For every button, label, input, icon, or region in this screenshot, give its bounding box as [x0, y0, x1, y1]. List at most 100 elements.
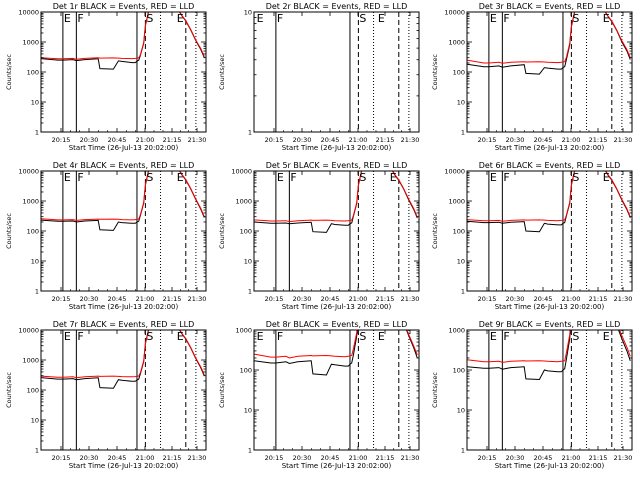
y-tick-label: 1000 — [22, 357, 39, 365]
y-axis-label: Counts/sec — [218, 54, 226, 90]
marker-label: F — [503, 171, 509, 184]
marker-label: S — [572, 330, 579, 343]
marker-label: E — [64, 171, 71, 184]
marker-label: E — [64, 330, 71, 343]
plot-frame — [466, 11, 633, 133]
x-tick-label: 21:00 — [349, 454, 368, 462]
x-tick-label: 20:45 — [108, 295, 127, 303]
x-tick-label: 20:30 — [506, 454, 525, 462]
plot-frame — [253, 329, 420, 451]
x-tick-label: 20:45 — [321, 136, 340, 144]
y-tick-label: 1000 — [22, 198, 39, 206]
x-tick-label: 21:15 — [376, 136, 395, 144]
plot-frame — [466, 329, 633, 451]
y-axis-label: Counts/sec — [218, 213, 226, 249]
panel-title: Det 7r BLACK = Events, RED = LLD — [53, 320, 195, 329]
x-tick-label: 21:00 — [562, 295, 581, 303]
y-tick-label: 10 — [31, 99, 39, 107]
y-tick-label: 1 — [35, 447, 39, 455]
x-tick-label: 20:15 — [52, 295, 71, 303]
y-axis-label: Counts/sec — [431, 213, 439, 249]
y-tick-label: 1000 — [448, 327, 465, 335]
y-tick-label: 10 — [31, 417, 39, 425]
events-series-line — [467, 330, 631, 381]
y-axis-label: Counts/sec — [5, 372, 13, 408]
y-tick-label: 10000 — [444, 168, 465, 176]
y-tick-label: 10000 — [18, 327, 39, 335]
x-tick-label: 20:15 — [478, 295, 497, 303]
marker-label: F — [77, 12, 83, 25]
y-tick-label: 1000 — [235, 327, 252, 335]
y-tick-label: 1000 — [448, 39, 465, 47]
y-tick-label: 1000 — [448, 198, 465, 206]
x-axis-label: Start Time (26-Jul-13 20:02:00) — [495, 462, 605, 470]
x-tick-label: 21:15 — [589, 454, 608, 462]
y-tick-label: 1 — [461, 288, 465, 296]
lld-series-line — [467, 12, 631, 64]
marker-label: S — [572, 12, 579, 25]
lld-series-line — [41, 12, 205, 60]
marker-label: E — [603, 330, 610, 343]
x-axis-label: Start Time (26-Jul-13 20:02:00) — [282, 462, 392, 470]
plot-frame — [253, 11, 420, 133]
x-tick-label: 21:15 — [163, 454, 182, 462]
marker-label: S — [146, 171, 153, 184]
marker-label: E — [378, 12, 385, 25]
y-tick-label: 10000 — [231, 168, 252, 176]
x-tick-label: 21:00 — [349, 136, 368, 144]
events-series-line — [254, 330, 418, 376]
x-tick-label: 21:15 — [589, 295, 608, 303]
x-axis-label: Start Time (26-Jul-13 20:02:00) — [282, 144, 392, 152]
x-tick-label: 21:30 — [614, 295, 633, 303]
marker-label: S — [359, 330, 366, 343]
panel-title: Det 6r BLACK = Events, RED = LLD — [479, 161, 621, 170]
lld-series-line — [41, 330, 205, 379]
panel-title: Det 8r BLACK = Events, RED = LLD — [266, 320, 408, 329]
marker-label: F — [77, 171, 83, 184]
x-tick-label: 20:30 — [80, 136, 99, 144]
x-tick-label: 21:15 — [163, 136, 182, 144]
y-axis-label: Counts/sec — [218, 372, 226, 408]
y-tick-label: 1 — [35, 288, 39, 296]
y-tick-label: 1 — [248, 447, 252, 455]
marker-label: S — [359, 12, 366, 25]
x-axis-label: Start Time (26-Jul-13 20:02:00) — [69, 144, 179, 152]
x-tick-label: 21:00 — [136, 295, 155, 303]
x-tick-label: 20:30 — [506, 295, 525, 303]
y-axis-label: Counts/sec — [431, 54, 439, 90]
x-tick-label: 21:30 — [188, 454, 207, 462]
panel-title: Det 4r BLACK = Events, RED = LLD — [53, 161, 195, 170]
y-tick-label: 10000 — [18, 168, 39, 176]
marker-label: S — [359, 171, 366, 184]
y-tick-label: 100 — [27, 228, 39, 236]
y-tick-label: 1 — [461, 447, 465, 455]
y-tick-label: 100 — [240, 367, 252, 375]
lld-series-line — [467, 330, 631, 363]
x-tick-label: 21:30 — [614, 136, 633, 144]
y-tick-label: 100 — [453, 367, 465, 375]
y-tick-label: 1 — [248, 288, 252, 296]
marker-label: E — [64, 12, 71, 25]
marker-label: E — [603, 171, 610, 184]
lld-series-line — [254, 330, 418, 359]
y-tick-label: 10000 — [18, 9, 39, 17]
x-tick-label: 20:45 — [108, 136, 127, 144]
panel-title: Det 5r BLACK = Events, RED = LLD — [266, 161, 408, 170]
x-tick-label: 20:30 — [80, 295, 99, 303]
y-tick-label: 100 — [453, 228, 465, 236]
lld-series-line — [41, 171, 205, 221]
x-tick-label: 20:30 — [80, 454, 99, 462]
marker-label: F — [290, 171, 296, 184]
marker-label: E — [490, 171, 497, 184]
y-tick-label: 100 — [240, 228, 252, 236]
plot-frame — [40, 170, 207, 292]
x-axis-label: Start Time (26-Jul-13 20:02:00) — [495, 144, 605, 152]
y-tick-label: 1000 — [22, 39, 39, 47]
marker-label: E — [257, 12, 264, 25]
y-tick-label: 1 — [35, 129, 39, 137]
marker-label: F — [77, 330, 83, 343]
marker-label: F — [503, 12, 509, 25]
